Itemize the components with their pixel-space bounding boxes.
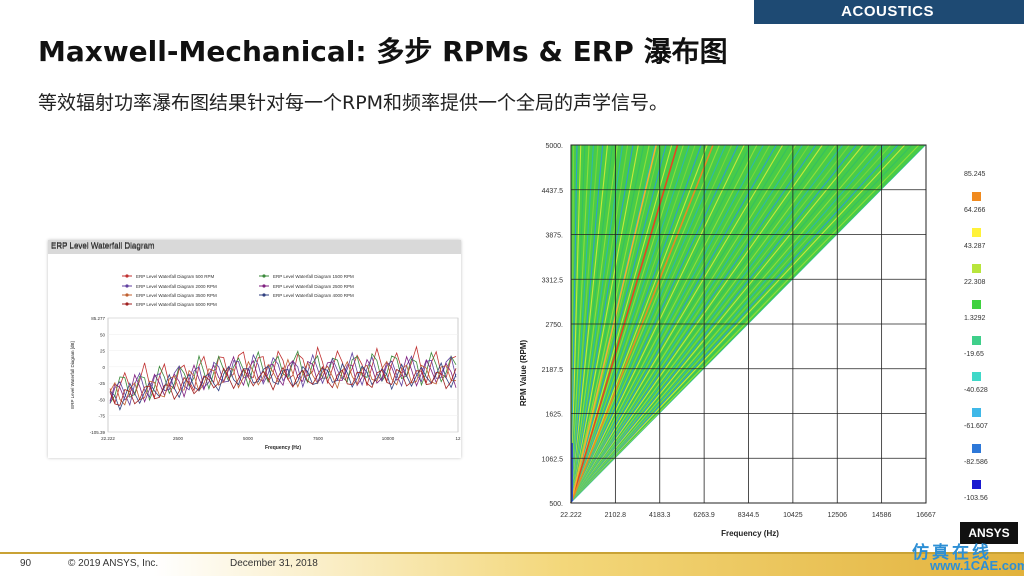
x-tick-label: 5000 [243,436,254,441]
y-tick-label: 1625. [545,412,563,419]
legend-value: 43.287 [964,243,986,250]
y-tick-label: 0 [102,365,105,370]
erp-waterfall-heatmap: 500. 1062.5 1625. 2187.5 2750. 3312.5 3875. 443… [519,143,936,538]
legend-marker [262,293,266,297]
low-rpm-band [571,443,573,503]
chart-window-titlebar: ERP Level Waterfall Diagram [48,240,461,254]
y-axis-label: ERP Level Waterfall Diagram [dB] [70,341,75,409]
plot-border [570,144,927,504]
x-tick-label: 6263.9 [693,512,715,519]
x-tick-label: 4183.3 [649,512,671,519]
legend-marker [125,284,129,288]
x-tick-label: 16667 [916,512,936,519]
y-axis-label: RPM Value (RPM) [519,340,528,407]
legend-swatch [972,336,981,345]
y-tick-label: -75 [98,414,105,419]
x-tick-label: 2102.8 [605,512,627,519]
x-tick-label: 12506 [828,512,848,519]
legend-value: 1.3292 [964,315,986,322]
x-tick-label: 14586 [872,512,892,519]
x-tick-label: 8344.5 [738,512,760,519]
y-tick-label: 85.277 [91,316,105,321]
series-line [109,345,457,405]
chart-window-title: ERP Level Waterfall Diagram [51,241,155,250]
legend-swatch [972,480,981,489]
y-tick-label: 50 [100,332,106,337]
legend-swatch [972,444,981,453]
legend-value: 22.308 [964,279,986,286]
y-tick-label: 4437.5 [542,188,564,195]
slide-title: Maxwell-Mechanical: 多步 RPMs & ERP 瀑布图 [38,35,728,68]
legend-marker [125,293,129,297]
y-tick-label: 25 [100,349,106,354]
legend-marker [262,284,266,288]
legend-label: ERP Level Waterfall Diagram 2000 RPM [136,284,217,289]
y-tick-label: 3875. [545,233,563,240]
section-tab-label: ACOUSTICS [841,3,934,20]
legend-label: ERP Level Waterfall Diagram 5000 RPM [136,302,217,307]
x-tick-label: 12 [455,436,461,441]
y-tick-label: 1062.5 [542,456,564,463]
legend-marker [125,302,129,306]
footer-bar [0,554,1024,576]
x-tick-label: 2500 [173,436,184,441]
legend-swatch [972,264,981,273]
erp-line-chart: ERP Level Waterfall Diagram ERP Level Wa… [48,240,461,458]
y-tick-label: -105.39 [90,430,106,435]
erp-line-chart-svg: ERP Level Waterfall Diagram ERP Level Wa… [51,242,461,451]
legend-swatch [972,192,981,201]
legend-value: -40.628 [964,387,988,394]
series-line [109,365,457,406]
slide-subtitle: 等效辐射功率瀑布图结果针对每一个RPM和频率提供一个全局的声学信号。 [38,92,669,114]
section-tab: ACOUSTICS [754,0,1024,24]
watermark-url: www.1CAE.com [930,558,1024,573]
y-tick-label: 3312.5 [542,277,564,284]
heatmap-legend: 85.245 64.266 43.287 22.308 1.3292 -19.65 -40.… [964,171,988,502]
x-tick-label: 22.222 [101,436,115,441]
y-tick-label: 5000. [545,143,563,150]
x-axis-label: Frequency (Hz) [721,529,779,538]
legend-label: ERP Level Waterfall Diagram 1500 RPM [273,274,354,279]
legend-marker [262,274,266,278]
chart-window-title-svg: ERP Level Waterfall Diagram [51,242,155,251]
legend-swatch [972,372,981,381]
y-tick-label: -50 [98,397,105,402]
ansys-logo: ANSYS [960,522,1018,544]
copyright: © 2019 ANSYS, Inc. [68,558,159,569]
legend-label: ERP Level Waterfall Diagram 3500 RPM [136,293,217,298]
y-tick-label: 2750. [545,322,563,329]
legend-label: ERP Level Waterfall Diagram 500 RPM [136,274,215,279]
series-line [109,361,457,411]
legend-swatch [972,408,981,417]
y-tick-label: -25 [98,381,105,386]
footer-divider [0,552,1024,554]
legend-label: ERP Level Waterfall Diagram 2500 RPM [273,284,354,289]
legend-value: 64.266 [964,207,986,214]
x-tick-label: 10000 [382,436,395,441]
x-axis-label: Frequency (Hz) [265,445,301,451]
legend-value: 85.245 [964,171,986,178]
x-tick-label: 10425 [783,512,803,519]
legend-marker [125,274,129,278]
watermark-cn: 仿真在线 [912,543,992,563]
page-number: 90 [20,558,32,569]
legend-label: ERP Level Waterfall Diagram 4000 RPM [273,293,354,298]
legend-swatch [972,300,981,309]
footer-date: December 31, 2018 [230,558,318,569]
legend-value: -19.65 [964,351,984,358]
x-tick-label: 22.222 [560,512,582,519]
y-tick-label: 500. [549,501,563,508]
x-tick-label: 7500 [313,436,324,441]
legend-value: -82.586 [964,459,988,466]
legend-value: -61.607 [964,423,988,430]
legend-swatch [972,228,981,237]
y-tick-label: 2187.5 [542,367,564,374]
legend-value: -103.56 [964,495,988,502]
